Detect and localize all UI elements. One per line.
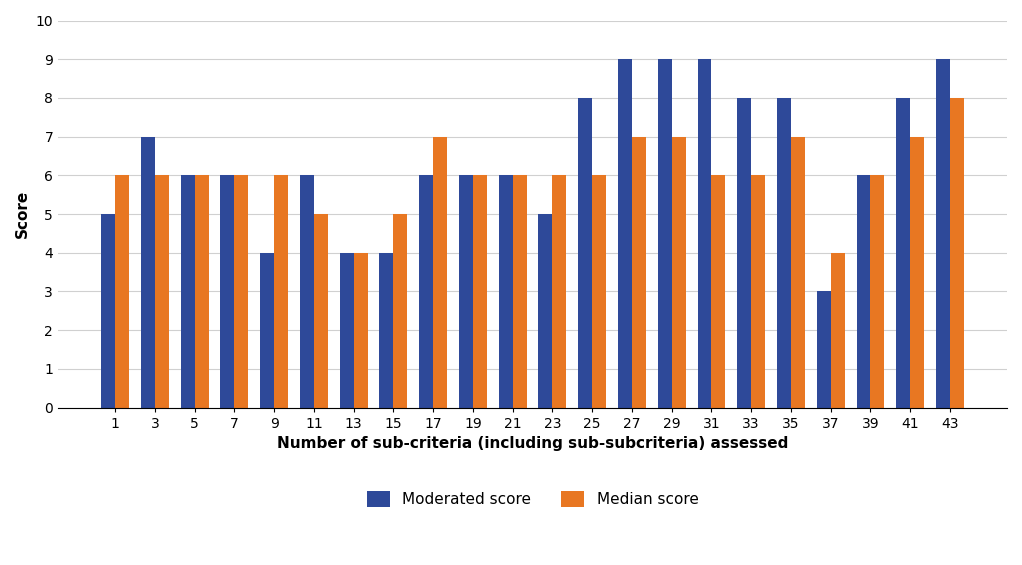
Bar <box>499 175 513 407</box>
Bar <box>234 175 248 407</box>
Bar <box>817 292 831 407</box>
Bar <box>539 214 553 407</box>
Bar <box>379 253 393 407</box>
Bar <box>856 175 871 407</box>
Bar <box>181 175 194 407</box>
Bar <box>751 175 765 407</box>
Bar <box>737 98 751 407</box>
Bar <box>274 175 288 407</box>
Bar <box>473 175 486 407</box>
Bar <box>578 98 592 407</box>
Legend: Moderated score, Median score: Moderated score, Median score <box>361 485 704 513</box>
Bar <box>871 175 884 407</box>
Bar <box>618 59 632 407</box>
Bar <box>221 175 234 407</box>
Bar <box>592 175 606 407</box>
Bar <box>896 98 911 407</box>
Bar <box>697 59 711 407</box>
Bar <box>101 214 115 407</box>
Bar <box>194 175 208 407</box>
Bar <box>339 253 354 407</box>
Bar <box>553 175 566 407</box>
Bar <box>950 98 964 407</box>
Bar <box>936 59 950 407</box>
Bar <box>155 175 169 407</box>
Bar <box>777 98 791 407</box>
Bar <box>791 137 805 407</box>
Bar <box>141 137 155 407</box>
Bar <box>711 175 726 407</box>
Bar <box>354 253 368 407</box>
Y-axis label: Score: Score <box>15 190 30 238</box>
X-axis label: Number of sub-criteria (including sub-subcriteria) assessed: Number of sub-criteria (including sub-su… <box>277 436 788 451</box>
Bar <box>261 253 274 407</box>
Bar <box>658 59 671 407</box>
Bar <box>393 214 408 407</box>
Bar <box>314 214 328 407</box>
Bar <box>299 175 314 407</box>
Bar <box>671 137 686 407</box>
Bar <box>513 175 526 407</box>
Bar <box>911 137 924 407</box>
Bar <box>459 175 473 407</box>
Bar <box>419 175 433 407</box>
Bar <box>115 175 129 407</box>
Bar <box>831 253 844 407</box>
Bar <box>632 137 646 407</box>
Bar <box>433 137 447 407</box>
